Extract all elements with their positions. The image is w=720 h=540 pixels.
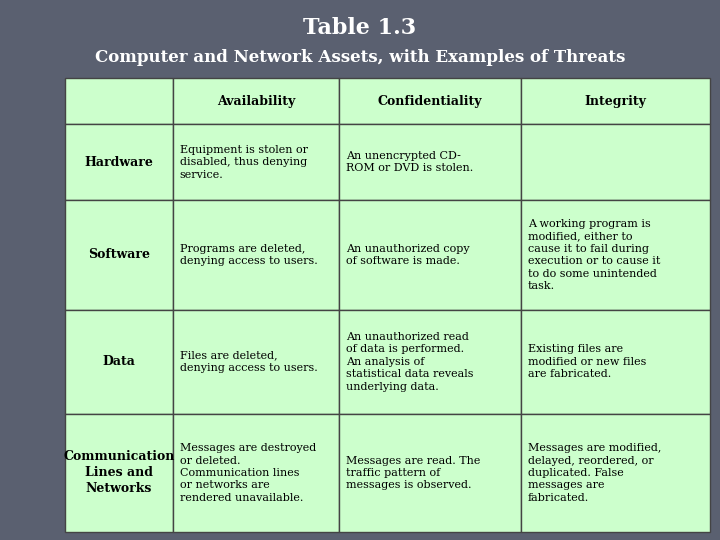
Bar xyxy=(521,200,710,310)
Text: Hardware: Hardware xyxy=(84,156,153,168)
Bar xyxy=(65,124,173,200)
Bar xyxy=(339,78,521,124)
Bar xyxy=(521,414,710,532)
Text: An unauthorized copy
of software is made.: An unauthorized copy of software is made… xyxy=(346,244,470,266)
Text: Computer and Network Assets, with Examples of Threats: Computer and Network Assets, with Exampl… xyxy=(95,50,625,66)
Text: Equipment is stolen or
disabled, thus denying
service.: Equipment is stolen or disabled, thus de… xyxy=(179,145,307,179)
Text: Files are deleted,
denying access to users.: Files are deleted, denying access to use… xyxy=(179,350,318,373)
Text: An unauthorized read
of data is performed.
An analysis of
statistical data revea: An unauthorized read of data is performe… xyxy=(346,332,474,392)
Text: Table 1.3: Table 1.3 xyxy=(303,17,417,39)
Bar xyxy=(65,310,173,414)
Text: Confidentiality: Confidentiality xyxy=(378,94,482,107)
Text: Messages are destroyed
or deleted.
Communication lines
or networks are
rendered : Messages are destroyed or deleted. Commu… xyxy=(179,443,316,503)
Text: Integrity: Integrity xyxy=(585,94,647,107)
Text: Messages are read. The
traffic pattern of
messages is observed.: Messages are read. The traffic pattern o… xyxy=(346,456,481,490)
Bar xyxy=(521,310,710,414)
Bar xyxy=(339,124,521,200)
Text: Messages are modified,
delayed, reordered, or
duplicated. False
messages are
fab: Messages are modified, delayed, reordere… xyxy=(528,443,662,503)
Bar xyxy=(521,124,710,200)
Bar xyxy=(521,78,710,124)
Bar xyxy=(173,200,339,310)
Bar xyxy=(173,78,339,124)
Bar xyxy=(173,310,339,414)
Bar xyxy=(65,414,173,532)
Bar xyxy=(173,414,339,532)
Text: Availability: Availability xyxy=(217,94,295,107)
Bar xyxy=(65,200,173,310)
Text: Software: Software xyxy=(88,248,150,261)
Text: Data: Data xyxy=(102,355,135,368)
Bar xyxy=(173,124,339,200)
Text: Existing files are
modified or new files
are fabricated.: Existing files are modified or new files… xyxy=(528,345,647,379)
Bar xyxy=(339,310,521,414)
Bar xyxy=(65,78,173,124)
Bar xyxy=(339,414,521,532)
Text: Programs are deleted,
denying access to users.: Programs are deleted, denying access to … xyxy=(179,244,318,266)
Text: Communication
Lines and
Networks: Communication Lines and Networks xyxy=(63,450,174,495)
Text: An unencrypted CD-
ROM or DVD is stolen.: An unencrypted CD- ROM or DVD is stolen. xyxy=(346,151,474,173)
Bar xyxy=(339,200,521,310)
Text: A working program is
modified, either to
cause it to fail during
execution or to: A working program is modified, either to… xyxy=(528,219,660,291)
